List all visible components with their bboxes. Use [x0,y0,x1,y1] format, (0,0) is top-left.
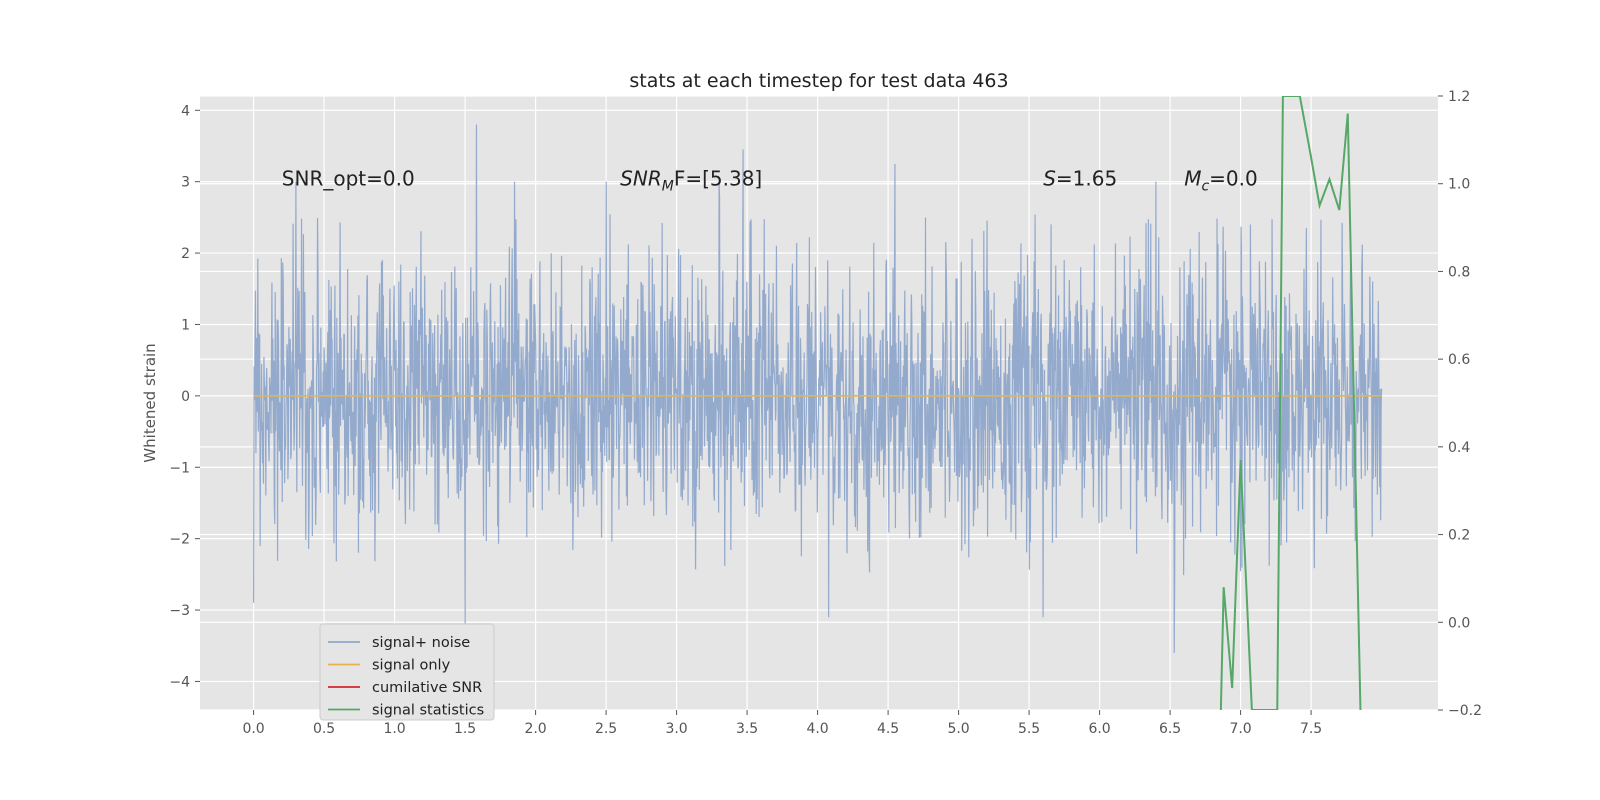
x-tick-label: 1.0 [383,721,405,737]
legend-label: signal+ noise [372,635,470,651]
y-axis-label: Whitened strain [141,343,159,462]
legend-label: signal only [372,658,451,674]
x-tick-label: 4.0 [806,721,828,737]
y2-tick-label: 0.8 [1448,264,1470,280]
x-tick-label: 0.5 [313,721,335,737]
x-tick-label: 7.5 [1300,721,1322,737]
annotation-2: S=1.65 [1043,167,1117,191]
y-tick-label: 3 [181,175,190,191]
y-tick-label: 2 [181,246,190,262]
x-tick-label: 6.0 [1088,721,1110,737]
y-axis-left: −4 −3 −2 −1 0 1 2 3 4 [169,103,200,690]
x-tick-label: 0.0 [242,721,264,737]
x-tick-label: 3.0 [665,721,687,737]
y-axis-right: −0.2 0.0 0.2 0.4 0.6 0.8 1.0 1.2 [1438,89,1482,719]
y-tick-label: 1 [181,317,190,333]
y2-tick-label: −0.2 [1448,703,1482,719]
y-tick-label: −2 [169,532,190,548]
chart-title: stats at each timestep for test data 463 [629,70,1008,92]
x-tick-label: 1.5 [454,721,476,737]
y-tick-label: 0 [181,389,190,405]
x-tick-label: 5.0 [947,721,969,737]
y2-tick-label: 0.4 [1448,440,1470,456]
y2-tick-label: 0.6 [1448,352,1470,368]
x-tick-label: 2.0 [524,721,546,737]
x-tick-label: 2.5 [595,721,617,737]
annotation-1: SNRMF=[5.38] [620,167,762,195]
y2-tick-label: 0.2 [1448,528,1470,544]
y2-tick-label: 0.0 [1448,615,1470,631]
x-tick-label: 7.0 [1229,721,1251,737]
y-tick-label: −3 [169,603,190,619]
x-tick-label: 4.5 [877,721,899,737]
series-signal-noise [252,124,1383,653]
x-tick-label: 6.5 [1159,721,1181,737]
annotation-0: SNR_opt=0.0 [282,167,415,191]
annotations: SNR_opt=0.0 SNRMF=[5.38] S=1.65 Mc=0.0 [282,167,1258,195]
y2-tick-label: 1.2 [1448,89,1470,105]
legend-label: signal statistics [372,703,484,719]
series-signal-statistics [1219,96,1362,710]
y2-tick-label: 1.0 [1448,177,1470,193]
series-layer [252,96,1383,710]
legend-box [319,623,495,721]
legend: signal+ noise signal only cumilative SNR si… [319,623,495,721]
y-tick-label: −4 [169,674,190,690]
x-tick-label: 5.5 [1018,721,1040,737]
legend-label: cumilative SNR [372,680,482,696]
y-tick-label: 4 [181,103,190,119]
annotation-3: Mc=0.0 [1184,167,1258,195]
x-axis: 0.0 0.5 1.0 1.5 2.0 2.5 3.0 3.5 4.0 4.5 5.0 5.5 6.0 6… [242,710,1322,737]
x-tick-label: 3.5 [736,721,758,737]
y-tick-label: −1 [169,460,190,476]
